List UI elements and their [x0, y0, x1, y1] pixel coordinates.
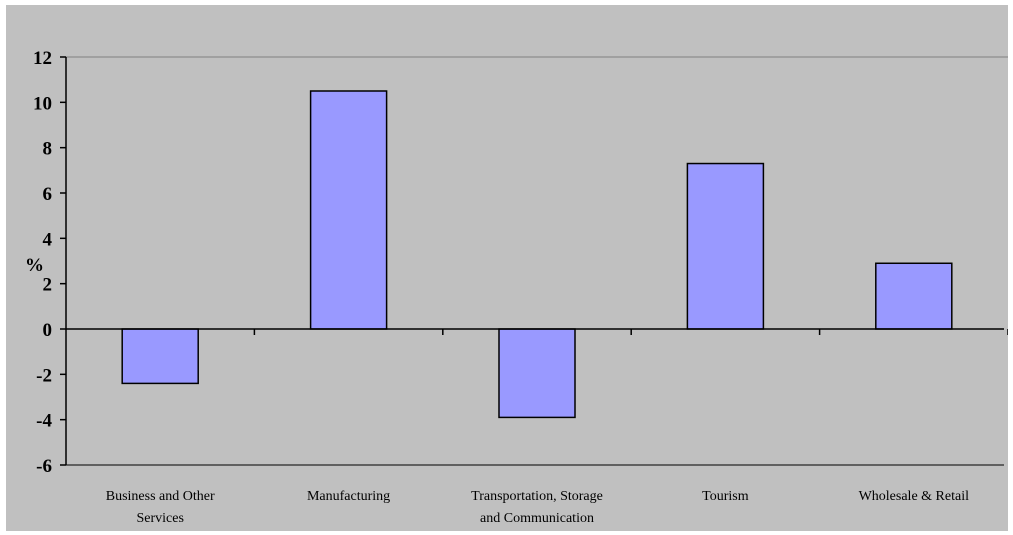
x-category-label: Tourism — [702, 489, 749, 504]
y-tick-label: 12 — [33, 48, 52, 69]
y-tick-label: 8 — [43, 139, 53, 160]
y-tick-label: 4 — [43, 229, 53, 250]
bar-0 — [121, 328, 199, 385]
x-category-label: Manufacturing — [307, 489, 390, 504]
y-tick-label: -6 — [36, 456, 52, 477]
y-tick-label: 6 — [43, 184, 53, 205]
axes-layer — [60, 56, 1008, 466]
x-category-label: Business and Other — [106, 489, 215, 504]
x-category-label: and Communication — [480, 511, 594, 526]
y-tick-label: -4 — [36, 411, 52, 432]
bar-2 — [498, 328, 576, 419]
bar-chart: 12 10 8 6 4 2 0 -2 -4 -6 Business and Other Service… — [25, 48, 1008, 526]
bar-1 — [309, 90, 388, 330]
x-category-label: Transportation, Storage — [471, 489, 603, 504]
y-axis-title: % — [25, 255, 44, 276]
labels-layer: 12 10 8 6 4 2 0 -2 -4 -6 Business and Other Service… — [33, 48, 969, 526]
bar-3 — [686, 162, 765, 330]
x-category-label: Services — [136, 511, 183, 526]
y-tick-label: 10 — [33, 93, 52, 114]
y-tick-label: 2 — [43, 275, 53, 296]
x-category-label: Wholesale & Retail — [859, 489, 970, 504]
bars-layer — [121, 90, 953, 419]
chart-frame: 12 10 8 6 4 2 0 -2 -4 -6 Business and Other Service… — [6, 5, 1008, 531]
y-tick-label: 0 — [43, 320, 53, 341]
bar-4 — [875, 262, 953, 330]
y-tick-label: -2 — [36, 365, 52, 386]
